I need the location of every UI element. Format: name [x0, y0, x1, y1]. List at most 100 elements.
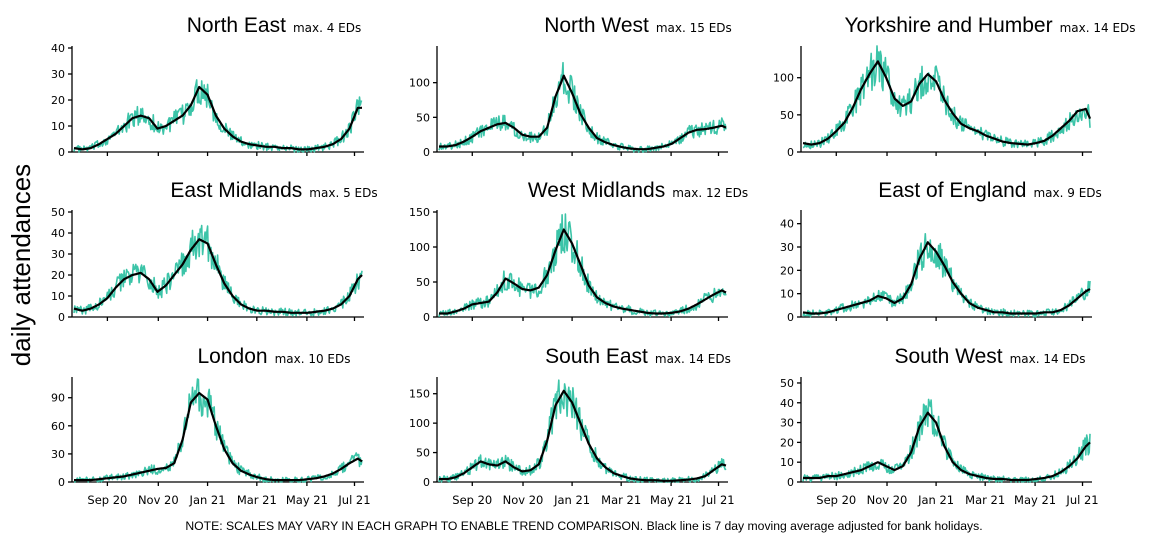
x-tick-label: Jan 21 [553, 493, 590, 507]
chart-grid: North East max. 4 EDs 0 10 20 30 40 North West m… [51, 14, 1136, 507]
y-tick-label: 20 [780, 436, 794, 449]
x-tick-label: May 21 [650, 493, 692, 507]
y-tick-label: 100 [773, 72, 794, 85]
panel-yorkshire-and-humber: Yorkshire and Humber max. 14 EDs 0 50 100 [773, 14, 1136, 159]
moving-average-line [73, 85, 363, 151]
panel-title: Yorkshire and Humber [844, 14, 1052, 37]
panel-subtitle: max. 4 EDs [293, 21, 361, 35]
y-tick-label: 60 [51, 420, 65, 433]
panel-title: North West [544, 14, 649, 37]
y-tick-label: 20 [51, 269, 65, 282]
daily-attendances-line [802, 45, 1091, 150]
y-tick-label: 10 [51, 290, 65, 303]
panel-east-midlands: East Midlands max. 5 EDs 0 10 20 30 40 50 [51, 179, 378, 324]
panel-north-east: North East max. 4 EDs 0 10 20 30 40 [51, 14, 364, 159]
x-tick-label: Sep 20 [87, 493, 127, 507]
y-tick-label: 90 [51, 392, 65, 405]
moving-average-line [802, 241, 1091, 315]
y-tick-label: 100 [409, 77, 430, 90]
x-tick-label: Mar 21 [601, 493, 641, 507]
panel-subtitle: max. 10 EDs [275, 352, 351, 366]
x-tick-label: Jul 21 [701, 493, 734, 507]
panel-subtitle: max. 14 EDs [655, 352, 731, 366]
panel-south-west: South West max. 14 EDs 0 10 20 30 40 50 Sep 20 No… [780, 345, 1099, 507]
x-tick-label: Sep 20 [452, 493, 492, 507]
panel-subtitle: max. 9 EDs [1033, 186, 1101, 200]
moving-average-line [438, 74, 727, 151]
moving-average-line [73, 238, 363, 314]
moving-average-line [73, 391, 363, 482]
panel-east-of-england: East of England max. 9 EDs 0 10 20 30 40 [780, 179, 1102, 324]
daily-attendances-line [802, 233, 1091, 318]
y-tick-label: 0 [58, 146, 65, 159]
panel-south-east: South East max. 14 EDs 0 50 100 150 Sep 20 Nov … [409, 345, 735, 507]
panel-subtitle: max. 15 EDs [656, 21, 732, 35]
y-tick-label: 40 [780, 218, 794, 231]
y-tick-label: 30 [780, 417, 794, 430]
x-tick-label: May 21 [1014, 493, 1056, 507]
x-tick-label: Nov 20 [867, 493, 908, 507]
panel-subtitle: max. 5 EDs [309, 186, 377, 200]
y-tick-label: 20 [780, 264, 794, 277]
y-tick-label: 50 [416, 447, 430, 460]
panel-subtitle: max. 14 EDs [1060, 21, 1136, 35]
y-tick-label: 10 [51, 120, 65, 133]
y-tick-label: 50 [51, 206, 65, 219]
y-tick-label: 20 [51, 94, 65, 107]
panel-title: London [197, 345, 267, 368]
daily-attendances-line [74, 378, 363, 483]
panel-subtitle: max. 14 EDs [1010, 352, 1086, 366]
panel-london: London max. 10 EDs 0 30 60 90 Sep 20 Nov 20 Jan … [51, 345, 371, 507]
y-tick-label: 0 [787, 146, 794, 159]
y-tick-label: 0 [787, 476, 794, 489]
panel-north-west: North West max. 15 EDs 0 50 100 [409, 14, 732, 159]
y-tick-label: 150 [409, 206, 430, 219]
y-tick-label: 100 [409, 241, 430, 254]
y-tick-label: 0 [423, 311, 430, 324]
moving-average-line [438, 389, 727, 482]
daily-attendances-line [438, 61, 727, 153]
y-tick-label: 30 [780, 241, 794, 254]
x-tick-label: Nov 20 [503, 493, 544, 507]
y-tick-label: 40 [51, 42, 65, 55]
y-tick-label: 40 [51, 227, 65, 240]
y-tick-label: 40 [780, 397, 794, 410]
x-tick-label: Sep 20 [816, 493, 856, 507]
panel-title: North East [187, 14, 286, 37]
y-tick-label: 50 [416, 276, 430, 289]
y-tick-label: 10 [780, 456, 794, 469]
panel-title: East of England [878, 179, 1026, 202]
y-tick-label: 150 [409, 388, 430, 401]
y-tick-label: 0 [787, 311, 794, 324]
x-tick-label: Mar 21 [965, 493, 1005, 507]
moving-average-line [802, 411, 1091, 482]
panel-title: West Midlands [528, 179, 665, 202]
y-tick-label: 30 [51, 448, 65, 461]
moving-average-line [802, 60, 1092, 146]
y-tick-label: 100 [409, 417, 430, 430]
daily-attendances-line [802, 398, 1091, 483]
moving-average-line [438, 228, 727, 315]
y-tick-label: 0 [58, 476, 65, 489]
y-tick-label: 0 [58, 311, 65, 324]
x-tick-label: May 21 [286, 493, 328, 507]
y-tick-label: 50 [416, 111, 430, 124]
x-tick-label: Jan 21 [189, 493, 226, 507]
x-tick-label: Jul 21 [1065, 493, 1098, 507]
panel-title: East Midlands [170, 179, 302, 202]
y-axis-label: daily attendances [6, 164, 36, 366]
y-tick-label: 10 [780, 288, 794, 301]
y-tick-label: 30 [51, 68, 65, 81]
y-tick-label: 0 [423, 146, 430, 159]
panel-title: South East [545, 345, 648, 368]
panel-subtitle: max. 12 EDs [672, 186, 748, 200]
panel-title: South West [894, 345, 1002, 368]
y-tick-label: 30 [51, 248, 65, 261]
x-tick-label: Nov 20 [138, 493, 179, 507]
y-tick-label: 50 [780, 109, 794, 122]
x-tick-label: Jan 21 [917, 493, 954, 507]
chart-note: NOTE: SCALES MAY VARY IN EACH GRAPH TO E… [185, 519, 982, 533]
daily-attendances-line [73, 79, 363, 153]
daily-attendances-line [438, 213, 727, 318]
